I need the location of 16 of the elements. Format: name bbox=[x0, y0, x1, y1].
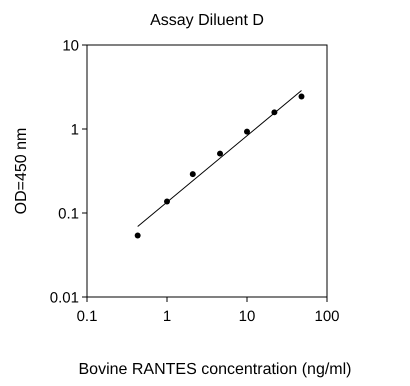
x-tick-label: 1 bbox=[162, 308, 172, 325]
point bbox=[134, 232, 141, 238]
x-tick-label: 0.1 bbox=[76, 308, 98, 325]
y-tick-label: 1 bbox=[70, 121, 79, 138]
point bbox=[244, 128, 250, 135]
point bbox=[298, 93, 304, 100]
x-tick-label: 10 bbox=[238, 308, 256, 325]
y-tick-label: 0.01 bbox=[50, 289, 79, 306]
y-tick-label: 10 bbox=[62, 37, 79, 54]
y-axis-title: OD=450 nm bbox=[13, 128, 30, 214]
point bbox=[217, 150, 224, 157]
x-tick-label: 100 bbox=[314, 308, 340, 325]
x-axis-title: Bovine RANTES concentration (ng/ml) bbox=[78, 361, 352, 378]
chart-title: Assay Diluent D bbox=[150, 12, 264, 29]
y-tick-label: 0.1 bbox=[58, 205, 79, 222]
point bbox=[190, 171, 196, 178]
